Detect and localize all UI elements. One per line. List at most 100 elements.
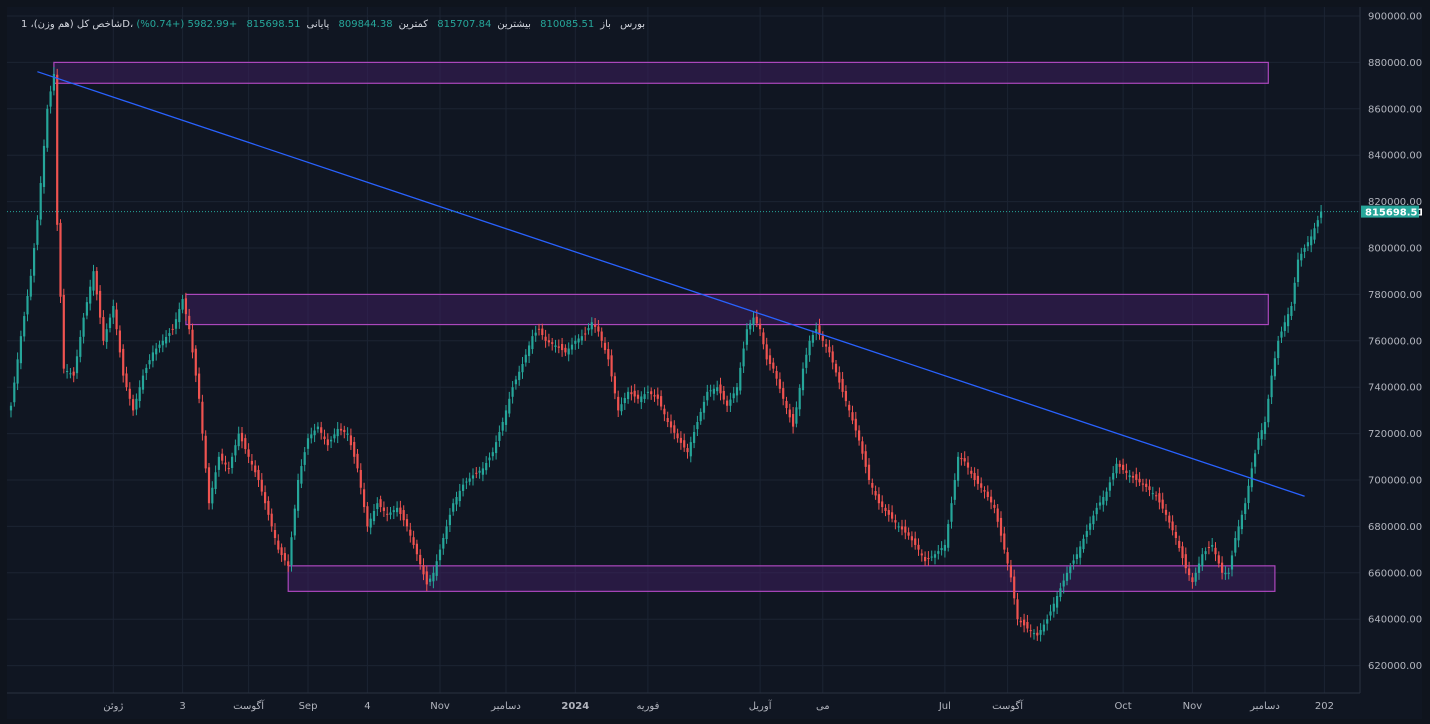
candle [217, 452, 220, 477]
candle [600, 327, 603, 348]
candle-body [412, 537, 415, 545]
candle-body [722, 390, 725, 400]
candle [1320, 204, 1323, 224]
candle [1006, 547, 1009, 571]
candle-body [699, 411, 702, 422]
candle [1082, 534, 1085, 553]
candle [1079, 540, 1082, 565]
candle [1112, 466, 1115, 486]
candle-body [372, 510, 376, 522]
candle-body [831, 351, 834, 363]
chart-canvas[interactable]: 900000.00 880000.00 860000.00 840000.00 8200… [7, 7, 1422, 719]
high-value: 815707.84 [437, 19, 492, 30]
candle [1115, 457, 1118, 479]
candle-body [891, 512, 894, 519]
candle [1207, 541, 1210, 555]
candle [676, 428, 679, 443]
candle [1148, 479, 1151, 497]
candle [702, 395, 706, 420]
time-tick-label: Nov [430, 701, 450, 712]
candle-body [884, 507, 887, 511]
candle [89, 279, 92, 311]
candle [996, 504, 999, 528]
candle [471, 468, 475, 486]
candle-body [82, 317, 85, 337]
candle [1042, 619, 1045, 636]
candle-body [897, 526, 900, 528]
candle-body [930, 556, 933, 558]
candle [79, 330, 82, 363]
candle [828, 339, 831, 358]
candle-body [587, 328, 590, 331]
candle-body [1145, 483, 1148, 487]
candle-body [1168, 515, 1171, 523]
symbol-name[interactable]: شاخص کل (هم وزن)، 1D، بورس [21, 19, 646, 30]
price-tick-label: 720000.00 [1368, 429, 1422, 440]
candle-body [1197, 563, 1201, 573]
candle [1092, 510, 1095, 530]
candle-body [59, 222, 62, 297]
candle-body [762, 332, 765, 345]
candle [194, 345, 197, 383]
candle-body [135, 398, 138, 410]
candle [1310, 229, 1313, 253]
price-axis-bg [1360, 7, 1422, 719]
candle [815, 322, 818, 341]
candle-body [1293, 282, 1296, 304]
candle-body [310, 434, 313, 439]
candle-body [871, 482, 874, 488]
candle-body [768, 355, 772, 364]
candle-body [943, 544, 946, 551]
candle [762, 328, 765, 350]
candle [386, 506, 389, 522]
candle-body [1174, 531, 1177, 538]
candle-body [511, 387, 514, 397]
candle-body [1072, 560, 1075, 564]
candle [1267, 394, 1270, 428]
candle-body [306, 438, 310, 449]
candle-body [917, 544, 920, 550]
candle [118, 325, 121, 358]
candle [891, 505, 894, 523]
candle-body [755, 316, 758, 324]
candle [504, 405, 508, 432]
candle [379, 495, 382, 513]
candle [389, 507, 392, 520]
candle-body [973, 472, 976, 480]
candle-body [1303, 248, 1306, 252]
candle-body [240, 432, 244, 442]
candle [39, 176, 42, 226]
candle [511, 381, 514, 404]
candle-body [1128, 475, 1131, 478]
candle [795, 401, 798, 428]
candle-body [993, 504, 996, 508]
candle-body [478, 470, 481, 473]
candle-body [1046, 619, 1049, 624]
candle-body [405, 519, 409, 527]
candle-body [1267, 398, 1270, 423]
candle [917, 538, 920, 556]
candle [577, 334, 580, 349]
candle-body [1230, 555, 1234, 570]
candle [930, 550, 933, 562]
candle-body [155, 348, 158, 355]
price-tick-label: 740000.00 [1368, 383, 1422, 394]
low-label: کمترین [398, 19, 429, 30]
candle [448, 508, 451, 532]
candle [23, 311, 26, 342]
candle [310, 427, 313, 444]
candle [425, 565, 428, 592]
candle-body [280, 547, 283, 556]
last-price-tag [1361, 205, 1419, 218]
candle-body [630, 392, 633, 395]
candle-body [742, 348, 745, 367]
candle [864, 444, 867, 474]
candle [481, 462, 484, 482]
chart-frame[interactable]: 900000.00 880000.00 860000.00 840000.00 8200… [7, 7, 1422, 719]
candle-body [970, 470, 973, 474]
candle [1280, 326, 1283, 344]
candle-body [666, 418, 669, 422]
candle [498, 425, 501, 447]
candle [590, 317, 593, 336]
candle-body [29, 275, 32, 297]
